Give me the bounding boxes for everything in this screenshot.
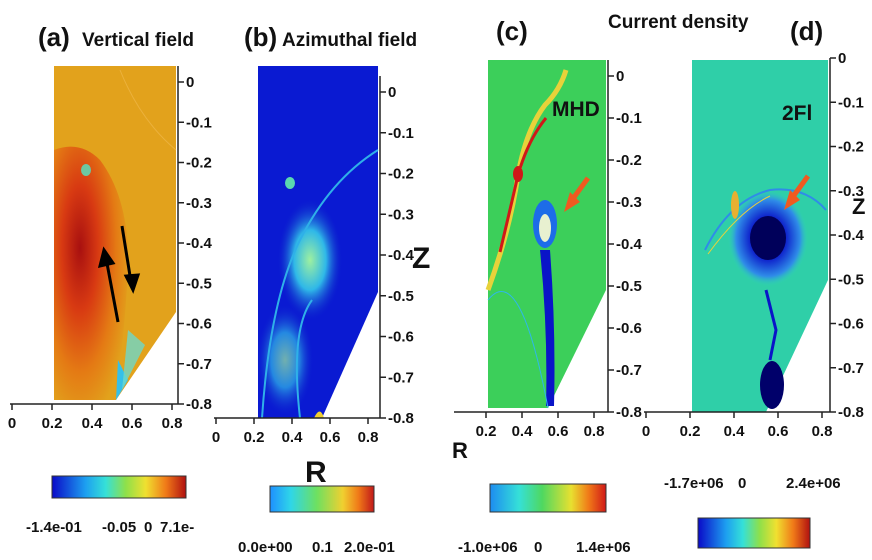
x-tick-label-a: 0.6 [122, 415, 143, 432]
panel-c-inlabel: MHD [552, 98, 600, 121]
panel-c-heatmap [485, 60, 606, 409]
colorbar-c [489, 483, 607, 513]
cb-a-label-1: -0.05 [102, 519, 136, 536]
x-tick-label-d: 0 [642, 423, 650, 440]
cb-a-label-0: -1.4e-01 [26, 519, 82, 536]
z-tick-label-a: -0.7 [186, 356, 212, 373]
x-tick-label-d: 0.4 [724, 423, 746, 440]
x-tick-label-a: 0.8 [162, 415, 183, 432]
z-tick-label-c: -0.3 [616, 194, 642, 211]
z-tick-label-d: -0.8 [838, 404, 864, 421]
z-tick-label-c: -0.4 [616, 236, 643, 253]
r-axis-name-c: R [452, 438, 468, 463]
z-tick-label-a: 0 [186, 74, 194, 91]
cb-a-label-3: 7.1e- [160, 519, 194, 536]
z-tick-label-c: 0 [616, 68, 624, 85]
z-tick-label-d: -0.2 [838, 139, 864, 156]
colorbar-a [51, 475, 187, 499]
x-tick-label-a: 0.2 [42, 415, 63, 432]
z-tick-label-c: -0.6 [616, 320, 642, 337]
axis-ticks: 0-0.1-0.2-0.3-0.4-0.5-0.6-0.7-0.80 0.2 0.4… [8, 50, 865, 446]
z-tick-label-c: -0.8 [616, 404, 642, 421]
x-tick-label-c: 0.8 [584, 423, 605, 440]
z-tick-label-c: -0.7 [616, 362, 642, 379]
z-tick-label-d: -0.4 [838, 227, 865, 244]
x-tick-label-d: 0.8 [812, 423, 833, 440]
z-tick-label-a: -0.8 [186, 396, 212, 413]
z-tick-label-a: -0.5 [186, 275, 212, 292]
panel-d-letter: (d) [790, 16, 823, 46]
panel-d-inlabel: 2Fl [782, 102, 812, 125]
z-tick-label-d: -0.3 [838, 183, 864, 200]
x-tick-label-c: 0.6 [548, 423, 569, 440]
z-tick-label-d: -0.5 [838, 271, 864, 288]
z-tick-label-b: 0 [388, 84, 396, 101]
z-tick-label-a: -0.4 [186, 235, 213, 252]
cb-b-label-0: 0.0e+00 [238, 539, 293, 556]
cb-c-label-0: -1.0e+06 [458, 539, 518, 556]
z-tick-label-b: -0.7 [388, 369, 414, 386]
z-tick-label-d: -0.1 [838, 94, 864, 111]
x-tick-label-b: 0 [212, 429, 220, 446]
panel-a-title: Vertical field [82, 30, 194, 51]
panel-a-arrows [97, 225, 141, 323]
x-tick-label-a: 0.4 [82, 415, 104, 432]
cb-d-label-0: -1.7e+06 [664, 475, 724, 492]
panel-c-letter: (c) [496, 16, 528, 46]
panel-d-heatmap [692, 60, 828, 412]
x-tick-label-d: 0.6 [768, 423, 789, 440]
z-axis-name-d: Z [852, 194, 865, 219]
x-tick-label-c: 0.2 [476, 423, 497, 440]
z-tick-label-c: -0.1 [616, 110, 642, 127]
z-tick-label-d: 0 [838, 50, 846, 67]
panel-a-heatmap [54, 66, 177, 400]
panel-a-letter: (a) [38, 22, 70, 52]
x-tick-label-d: 0.2 [680, 423, 701, 440]
z-tick-label-d: -0.6 [838, 316, 864, 333]
colorbar-d [697, 517, 811, 549]
cb-c-label-2: 1.4e+06 [576, 539, 631, 556]
r-axis-name-b: R [305, 456, 327, 489]
cb-d-label-2: 2.4e+06 [786, 475, 841, 492]
cb-d-label-1: 0 [738, 475, 746, 492]
cb-a-label-2: 0 [144, 519, 152, 536]
z-tick-label-b: -0.4 [388, 247, 415, 264]
panel-b-title: Azimuthal field [282, 30, 417, 51]
panel-c-red-arrow [564, 176, 591, 212]
x-tick-label-b: 0.8 [358, 429, 379, 446]
panel-b-heatmap [257, 66, 379, 419]
x-tick-label-b: 0.4 [282, 429, 304, 446]
cb-b-label-2: 2.0e-01 [344, 539, 395, 556]
x-tick-label-c: 0.4 [512, 423, 534, 440]
z-tick-label-b: -0.3 [388, 206, 414, 223]
z-tick-label-b: -0.5 [388, 288, 414, 305]
x-tick-label-a: 0 [8, 415, 16, 432]
x-tick-label-b: 0.2 [244, 429, 265, 446]
z-tick-label-c: -0.5 [616, 278, 642, 295]
z-tick-label-a: -0.1 [186, 114, 212, 131]
z-tick-label-b: -0.1 [388, 125, 414, 142]
cb-b-label-1: 0.1 [312, 539, 333, 556]
z-tick-label-d: -0.7 [838, 360, 864, 377]
z-tick-label-c: -0.2 [616, 152, 642, 169]
panel-d-red-arrow [784, 174, 811, 210]
z-tick-label-b: -0.6 [388, 329, 414, 346]
z-tick-label-a: -0.2 [186, 155, 212, 172]
x-tick-label-b: 0.6 [320, 429, 341, 446]
z-axis-name-b: Z [412, 242, 430, 275]
panel-b-letter: (b) [244, 22, 277, 52]
z-tick-label-b: -0.2 [388, 166, 414, 183]
cb-c-label-1: 0 [534, 539, 542, 556]
z-tick-label-a: -0.6 [186, 316, 212, 333]
z-tick-label-b: -0.8 [388, 410, 414, 427]
colorbar-b [269, 485, 375, 513]
z-tick-label-a: -0.3 [186, 195, 212, 212]
shared-title: Current density [608, 12, 749, 33]
